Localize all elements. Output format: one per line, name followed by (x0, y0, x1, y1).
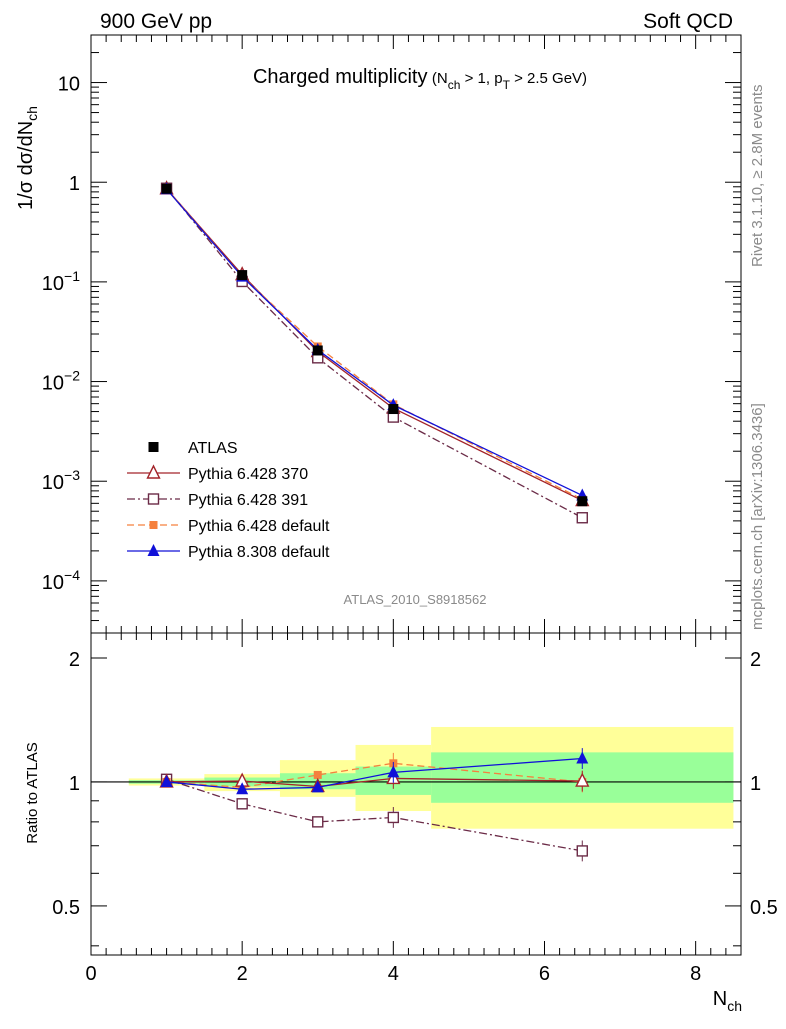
mcplots-note: mcplots.cern.ch [arXiv:1306.3436] (749, 403, 766, 630)
y-axis-label-ratio-text: Ratio to ATLAS (24, 742, 41, 843)
ratio-point (236, 782, 249, 795)
y-tick-label-top: 1 (69, 173, 80, 195)
legend-label: Pythia 6.428 370 (188, 466, 308, 483)
legend-marker (148, 442, 159, 452)
x-axis-ticks: 0 2 4 6 8 (85, 35, 742, 985)
legend-entry: ATLAS (148, 440, 238, 457)
x-tick-label: 6 (539, 963, 550, 985)
ratio-point (576, 751, 589, 764)
chart-title: Charged multiplicity (Nch > 1, pT > 2.5 … (253, 66, 587, 92)
chart-title-sub: T (503, 78, 511, 92)
legend-entry: Pythia 6.428 default (127, 518, 330, 535)
data-point (161, 183, 172, 194)
chart-title-sub: (N (432, 70, 448, 87)
ratio-bands (128, 726, 734, 829)
data-point (576, 512, 588, 524)
ratio-point (160, 774, 173, 787)
ratio-point (313, 770, 322, 779)
ratio-point (576, 845, 588, 857)
ratio-point (387, 811, 400, 824)
legend: ATLAS Pythia 6.428 370 Pythia 6.428 391 Pyt… (127, 440, 330, 561)
y-tick-label-top: 10−3 (42, 467, 80, 494)
legend-entry: Pythia 6.428 370 (127, 464, 308, 483)
x-tick-label: 8 (690, 963, 701, 985)
ratio-line (166, 778, 583, 852)
legend-marker (147, 493, 160, 505)
ratio-line (166, 762, 583, 789)
data-point (312, 345, 323, 356)
y-tick-label-ratio-left: 2 (69, 649, 80, 671)
legend-entry: Pythia 6.428 391 (127, 492, 308, 509)
y-tick-label-ratio-right: 1 (750, 773, 761, 795)
y-tick-label-ratio-right: 2 (750, 649, 761, 671)
x-axis-label: Nch (713, 988, 742, 1014)
y-axis-ticks-top: 10 1 10−1 10−2 10−3 10−4 (42, 34, 741, 634)
legend-label: Pythia 6.428 391 (188, 492, 308, 509)
ratio-panel: 0 2 4 6 8 0.5 0.5 1 1 2 2 (52, 35, 778, 985)
legend-label: Pythia 8.308 default (188, 544, 330, 561)
ratio-point (312, 816, 324, 828)
ratio-point (236, 798, 248, 810)
y-tick-label-top: 10 (58, 74, 80, 96)
header-right-label: Soft QCD (643, 10, 733, 33)
x-tick-label: 4 (388, 963, 399, 985)
legend-marker (146, 464, 161, 479)
legend-entry: Pythia 8.308 default (127, 544, 330, 561)
data-point (237, 270, 248, 281)
top-panel: 10 1 10−1 10−2 10−3 10−4 (42, 34, 742, 634)
series-0 (161, 183, 588, 507)
ratio-point (311, 780, 324, 793)
legend-marker (147, 544, 160, 556)
y-tick-label-top: 10−2 (42, 368, 80, 395)
y-axis-ticks-ratio: 0.5 0.5 1 1 2 2 (52, 649, 778, 947)
ratio-panel-frame (90, 632, 742, 956)
rivet-note: Rivet 3.1.10, ≥ 2.8M events (749, 85, 766, 268)
x-tick-label: 2 (237, 963, 248, 985)
chart-title-sub: > 2.5 GeV) (510, 70, 587, 87)
legend-label: Pythia 6.428 default (188, 518, 330, 535)
data-point (388, 404, 399, 415)
chart-title-sub: ch (448, 78, 461, 92)
legend-marker (149, 521, 158, 529)
y-tick-label-ratio-left: 1 (69, 773, 80, 795)
chart-title-sub: > 1, p (460, 70, 502, 87)
ratio-point (387, 765, 400, 778)
y-tick-label-ratio-right: 0.5 (750, 897, 778, 919)
chart-title-main: Charged multiplicity (253, 66, 428, 88)
y-axis-label-ratio: Ratio to ATLAS (24, 742, 41, 843)
ratio-point (575, 772, 590, 787)
x-tick-label: 0 (85, 963, 96, 985)
ratio-series-4 (160, 748, 589, 795)
y-tick-label-ratio-left: 0.5 (52, 897, 80, 919)
analysis-watermark: ATLAS_2010_S8918562 (344, 592, 487, 607)
y-tick-label-top: 10−1 (42, 268, 80, 295)
y-tick-label-top: 10−4 (42, 567, 80, 594)
header-left-label: 900 GeV pp (100, 10, 212, 33)
legend-label: ATLAS (188, 440, 238, 457)
data-point (577, 496, 588, 507)
x-axis-label-text: Nch (713, 988, 742, 1014)
y-axis-label-top: 1/σ dσ/dNch (15, 106, 40, 210)
y-axis-label-top-text: 1/σ dσ/dNch (15, 106, 40, 210)
